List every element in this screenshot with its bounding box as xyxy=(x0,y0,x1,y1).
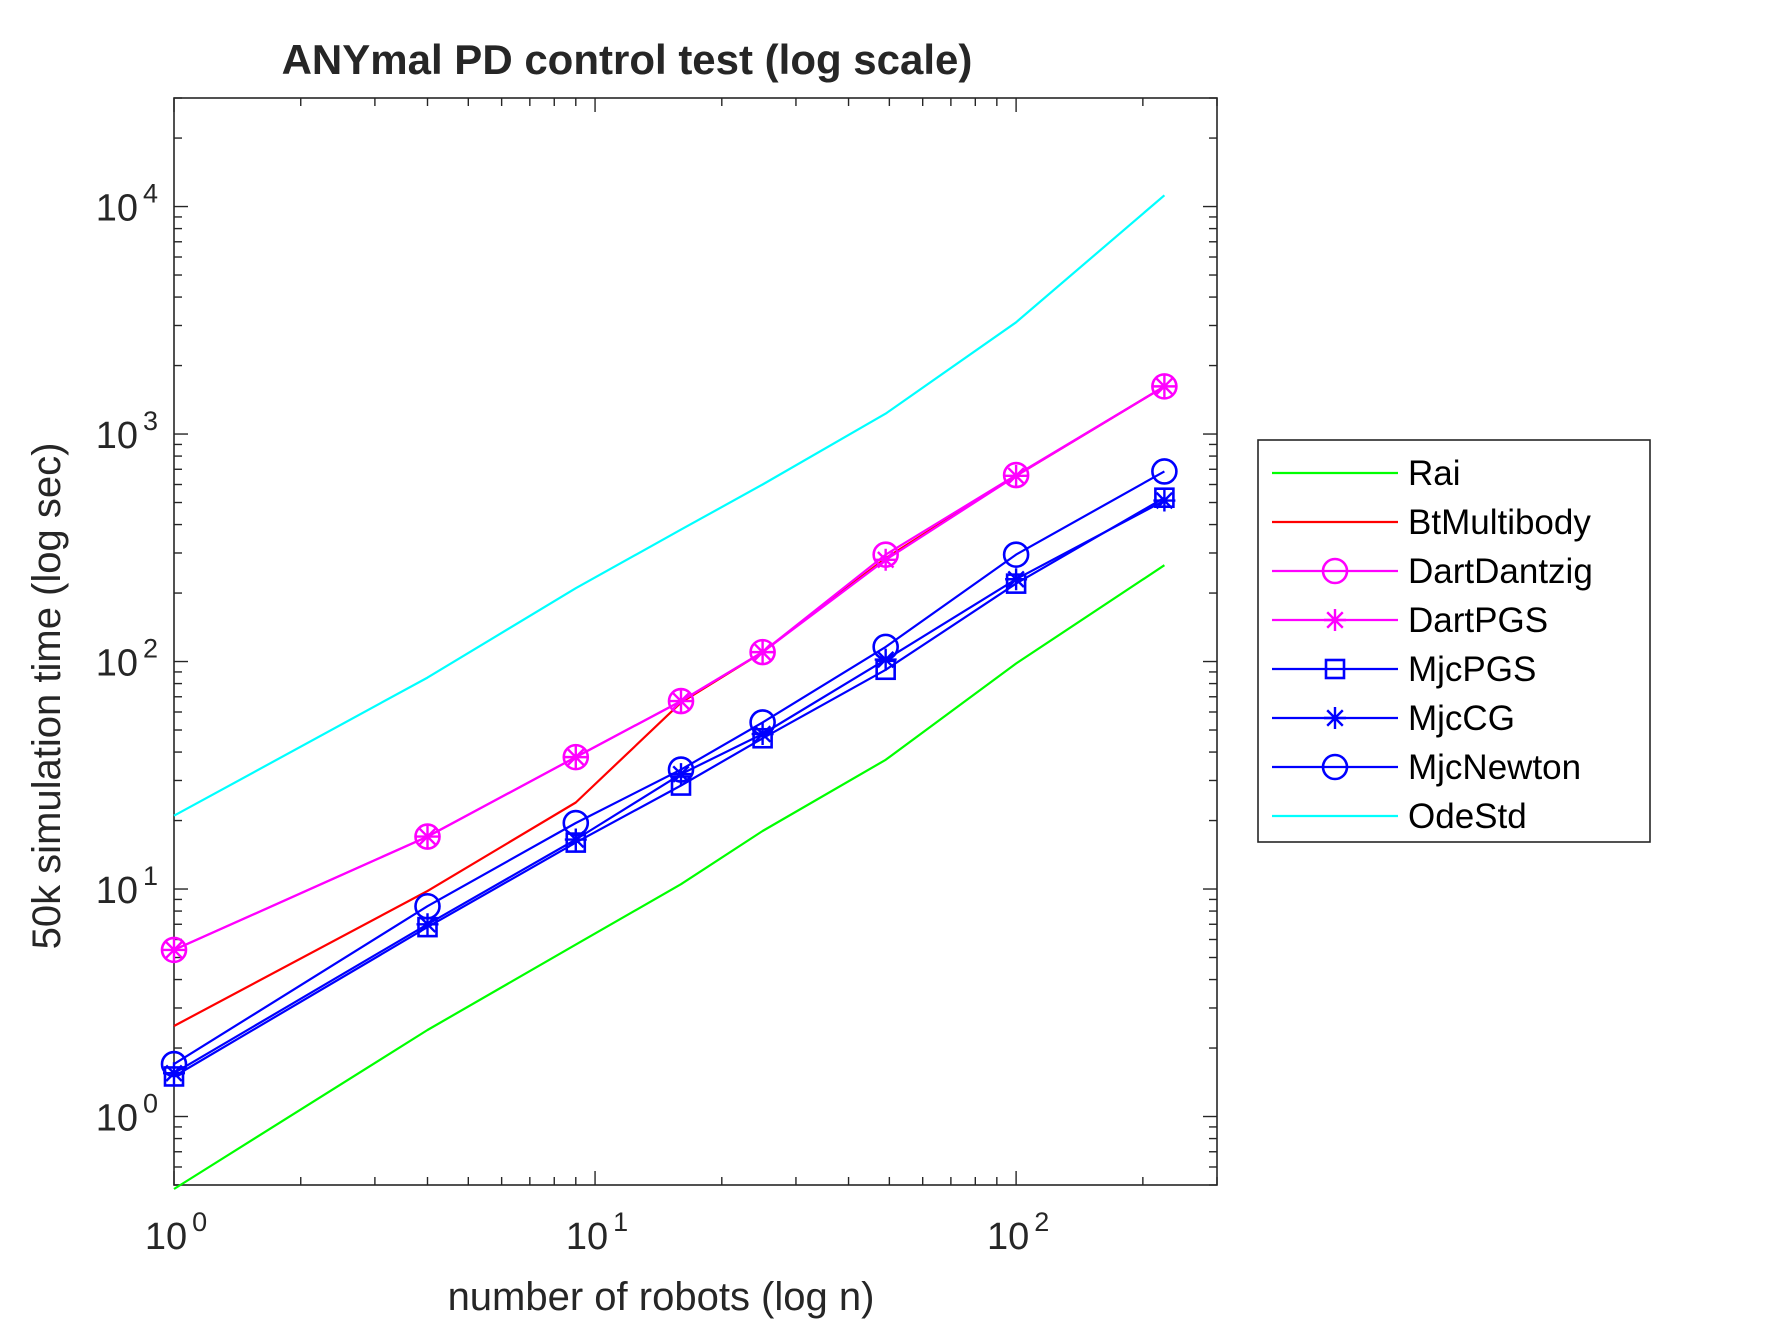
y-tick-label: 10 4 xyxy=(96,179,158,230)
legend-label-btmultibody: BtMultibody xyxy=(1408,503,1591,542)
data-point-dartdantzig xyxy=(667,687,695,715)
axis-ticks xyxy=(173,97,1218,1186)
series-odestd xyxy=(173,194,1166,817)
data-point-mjccg xyxy=(1005,568,1028,591)
data-point-dartpgs xyxy=(874,548,897,571)
legend-box xyxy=(1257,439,1651,843)
legend-marker-dartdantzig xyxy=(1321,557,1349,585)
chart-title: ANYmal PD control test (log scale) xyxy=(282,36,973,83)
data-point-dartdantzig xyxy=(562,743,590,771)
legend-label-odestd: OdeStd xyxy=(1408,797,1527,836)
y-tick-label: 10 2 xyxy=(96,634,158,685)
legend-item-rai: Rai xyxy=(1272,454,1461,493)
series-line-mjcnewton xyxy=(173,470,1165,1066)
y-tick-label: 10 1 xyxy=(96,861,158,912)
legend-item-dartdantzig: DartDantzig xyxy=(1272,552,1593,591)
legend-label-rai: Rai xyxy=(1408,454,1461,493)
axes-box xyxy=(173,97,1218,1186)
legend-item-btmultibody: BtMultibody xyxy=(1272,503,1591,542)
legend-item-odestd: OdeStd xyxy=(1272,797,1527,836)
series-dartpgs xyxy=(163,375,1176,961)
data-point-mjcnewton xyxy=(667,756,695,783)
data-point-dartdantzig xyxy=(1151,373,1178,400)
series-line-rai xyxy=(173,564,1166,1190)
legend-item-dartpgs: DartPGS xyxy=(1272,601,1548,640)
legend-marker-dartpgs xyxy=(1324,609,1346,631)
data-point-mjccg xyxy=(416,913,439,936)
legend-item-mjcnewton: MjcNewton xyxy=(1272,748,1581,787)
legend-label-dartpgs: DartPGS xyxy=(1408,601,1548,640)
data-point-dartpgs xyxy=(751,641,774,664)
series-line-dartpgs xyxy=(173,385,1165,951)
data-point-dartpgs xyxy=(416,825,439,848)
data-point-mjcnewton xyxy=(160,1050,188,1078)
data-point-dartdantzig xyxy=(414,823,441,850)
legend-label-mjcnewton: MjcNewton xyxy=(1408,748,1581,787)
data-point-dartdantzig xyxy=(160,936,188,964)
data-point-mjcnewton xyxy=(749,709,776,736)
data-point-mjcnewton xyxy=(1002,541,1030,568)
legend-label-mjccg: MjcCG xyxy=(1408,699,1515,738)
data-point-mjcnewton xyxy=(872,633,899,661)
y-tick-label: 10 0 xyxy=(96,1089,158,1140)
series-line-mjccg xyxy=(173,499,1165,1075)
data-point-mjccg xyxy=(564,828,587,851)
data-point-dartpgs xyxy=(163,938,185,961)
legend-marker-mjccg xyxy=(1324,707,1346,729)
data-point-mjcnewton xyxy=(1151,458,1178,485)
data-point-mjccg xyxy=(669,763,692,786)
data-point-mjcnewton xyxy=(562,809,590,837)
x-tick-label: 10 1 xyxy=(566,1207,628,1258)
series-rai xyxy=(173,564,1166,1190)
y-tick-label: 10 3 xyxy=(96,406,158,457)
data-point-dartpgs xyxy=(1005,464,1028,487)
legend-item-mjcpgs: MjcPGS xyxy=(1272,650,1536,689)
legend-label-dartdantzig: DartDantzig xyxy=(1408,552,1593,591)
data-point-dartpgs xyxy=(1153,375,1176,398)
series-line-odestd xyxy=(173,194,1166,817)
x-tick-label: 10 0 xyxy=(145,1207,207,1258)
series-mjcnewton xyxy=(160,458,1178,1078)
series-line-mjcpgs xyxy=(173,496,1165,1078)
y-axis-label: 50k simulation time (log sec) xyxy=(25,443,69,950)
legend: Rai BtMultibody DartDantzig DartPGS MjcPGS Mj… xyxy=(1257,439,1651,843)
data-point-mjccg xyxy=(163,1062,185,1085)
legend-marker-mjcnewton xyxy=(1321,753,1349,781)
data-point-dartdantzig xyxy=(1002,461,1030,489)
data-point-mjcnewton xyxy=(414,892,441,920)
legend-label-mjcpgs: MjcPGS xyxy=(1408,650,1536,689)
data-point-dartpgs xyxy=(669,690,692,713)
x-axis-label: number of robots (log n) xyxy=(448,1275,875,1319)
legend-item-mjccg: MjcCG xyxy=(1272,699,1515,738)
legend-marker-mjcpgs xyxy=(1324,658,1346,680)
x-tick-label: 10 2 xyxy=(987,1207,1049,1258)
data-point-dartdantzig xyxy=(749,638,776,666)
data-point-dartpgs xyxy=(564,746,587,769)
data-point-mjccg xyxy=(1153,489,1176,512)
plot-area: 10 0 10 1 10 2 10 0 10 1 10 2 10 3 10 4 xyxy=(96,97,1218,1258)
